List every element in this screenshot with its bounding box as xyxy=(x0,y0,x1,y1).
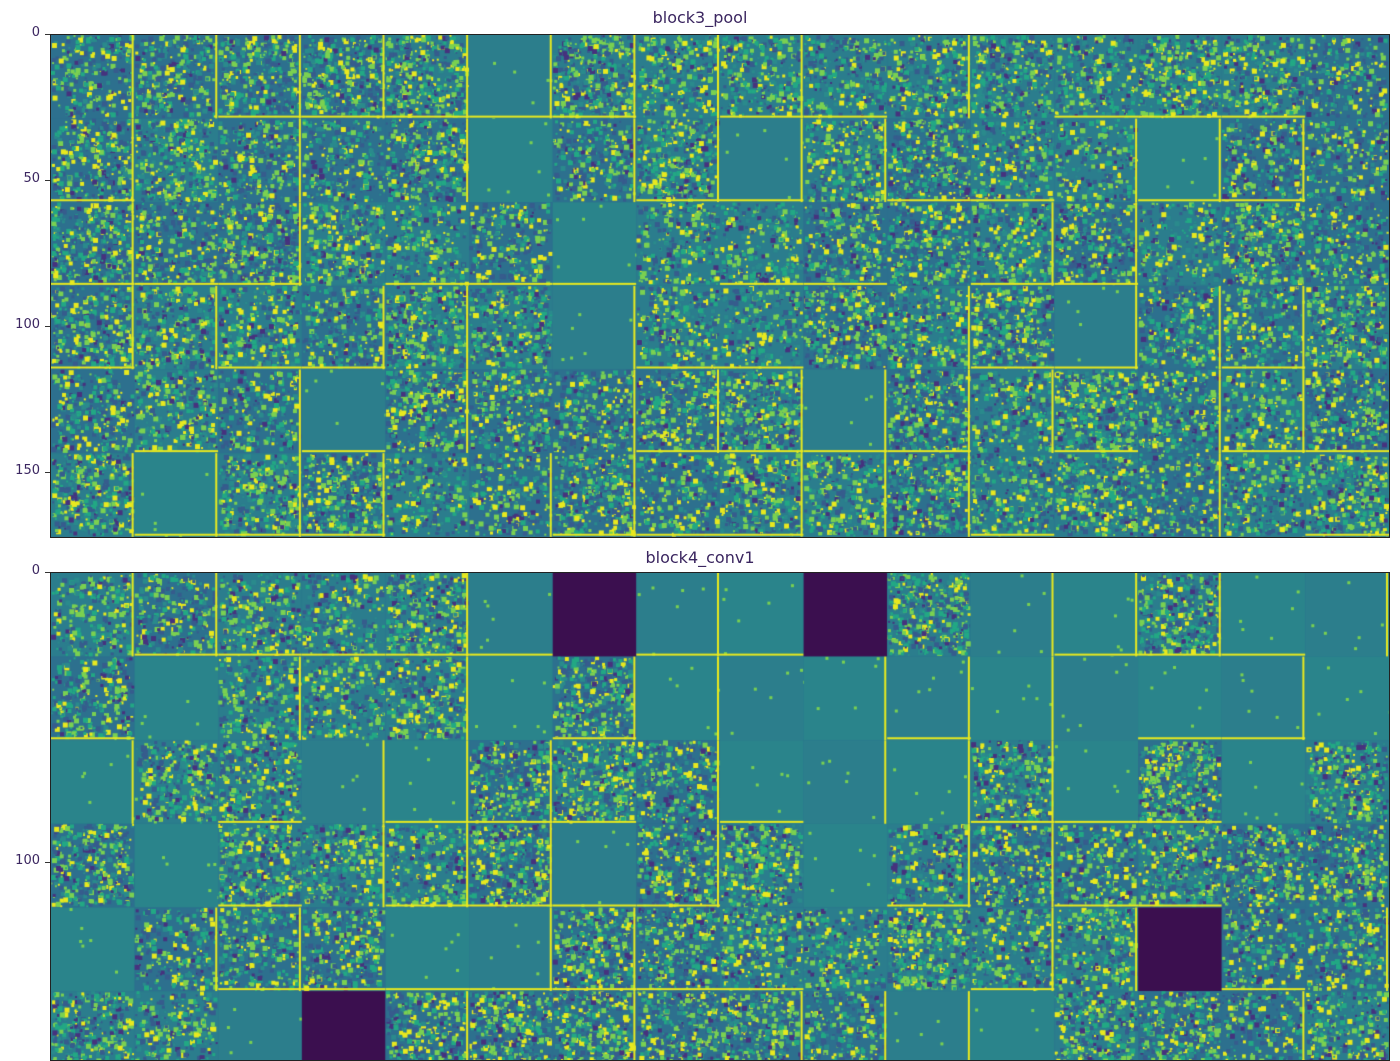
y-tick-label: 100 xyxy=(15,852,40,868)
y-tick xyxy=(45,179,50,181)
y-tick-label: 150 xyxy=(15,462,40,478)
panel-block3-pool: block3_pool 0 50 100 150 xyxy=(15,8,1390,538)
y-tick-label: 100 xyxy=(15,316,40,332)
y-tick-label: 50 xyxy=(23,170,40,186)
y-tick xyxy=(45,325,50,327)
panel-block4-conv1: block4_conv1 0 100 xyxy=(0,540,1400,1061)
y-tick xyxy=(45,572,50,573)
y-tick xyxy=(45,861,50,863)
feature-map-grid xyxy=(50,572,1390,1061)
chart-title: block3_pool xyxy=(652,8,748,27)
chart-title: block4_conv1 xyxy=(645,548,755,567)
y-tick-label: 0 xyxy=(31,563,40,578)
y-tick-label: 0 xyxy=(31,25,40,40)
feature-map-grid xyxy=(50,34,1390,538)
y-tick xyxy=(45,34,50,35)
y-tick xyxy=(45,471,50,473)
